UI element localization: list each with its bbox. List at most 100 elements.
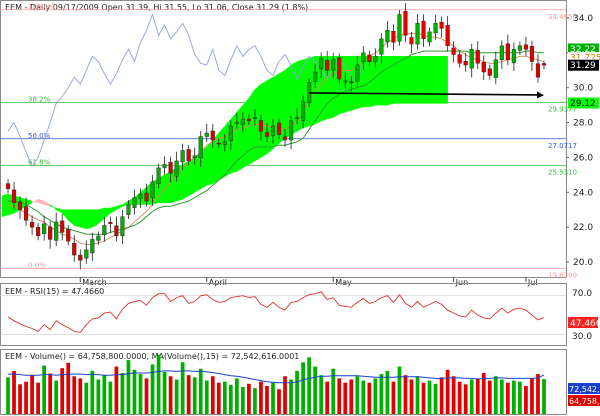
candle-down [481,62,486,73]
candle-down [523,44,528,50]
volume-bar-up [96,379,101,414]
candle-down [258,120,264,132]
volume-bar-up [126,360,131,414]
price-badge-bg [568,52,599,64]
fibonacci-levels: 100.0% 34.4650 38.2% 29.9377 50.0% 27.0717 61.… [0,3,577,280]
volume-bar-up [241,387,245,414]
cloud-bull-segment [206,139,214,186]
date-label: Jun [455,278,469,287]
volume-bar-down [265,385,269,414]
volume-bar-up [313,366,318,414]
cloud-bull-segment [260,80,268,158]
volume-ma-badge: 72,542,616 [569,385,600,394]
fib-percent-label: 0.0% [28,262,46,270]
volume-bar-down [186,375,191,414]
cloud-bull-segment [61,209,69,221]
volume-bar-up [499,379,504,414]
volume-bar-down [277,389,281,414]
volume-bar-up [319,375,324,414]
volume-bar-up [295,370,299,414]
cloud-bull-segment [381,56,388,106]
candle-up [102,225,107,236]
volume-bar-up [6,377,10,414]
cloud-bull-segment [55,207,63,214]
candle-down [48,226,53,240]
rsi-badge-bg [568,317,598,328]
cloud-bull-segment [387,56,394,106]
volume-bar-up [397,366,402,414]
cloud-bull-segment [435,56,442,104]
volume-bar-down [403,375,408,414]
cloud-bull-segment [363,56,370,108]
volume-bar-up [271,382,275,414]
volume-label: EEM - Volume() = 64,758,800.0000, MA(Vol… [5,352,299,361]
date-label: March [82,278,106,287]
candle-down [60,220,65,233]
volume-ma-line [8,370,545,384]
candle-down [168,162,173,174]
price-badge-bg [568,97,599,109]
volume-bar-down [60,368,65,414]
volume-bar-down [367,382,372,414]
candle-down [505,43,510,60]
candle-down [210,130,215,141]
fib-value-label: 27.0717 [548,142,577,150]
rsi-line [0,291,566,335]
volume-badge-bg [568,395,600,406]
candle-down [337,57,342,80]
candle-down [325,59,330,71]
volume-bar-up [162,371,167,414]
volume-bars [6,354,546,414]
candle-up [204,132,209,137]
volume-bar-up [385,370,390,414]
volume-bar-down [30,375,34,414]
candle-down [24,206,29,221]
candle-down [108,222,113,224]
rsi-badge: 47.4660 [570,319,600,329]
volume-bar-down [349,379,354,414]
cloud-bull-segment [67,209,75,226]
candle-down [439,21,444,29]
candle-down [78,254,83,261]
volume-bar-up [204,380,209,414]
candle-up [138,193,143,199]
candle-up [355,64,360,82]
fib-percent-label: 38.2% [28,96,51,104]
volume-bar-down [445,369,450,414]
candle-up [469,49,474,69]
volume-bar-up [174,379,179,414]
volume-bar-up [493,376,498,414]
date-axis: March April May Jun Jul [79,277,538,287]
volume-bar-down [421,382,426,414]
volume-bar-up [192,377,197,414]
candle-down [541,63,547,66]
cloud-bull-segment [399,56,406,104]
volume-bar-down [210,376,215,414]
fib-value-label: 29.9377 [548,106,577,114]
candle-down [114,225,119,237]
volume-bar-up [542,379,546,414]
cloud-bull-segment [417,56,424,104]
candle-up [373,56,378,62]
volume-bar-down [481,373,486,414]
volume-bar-down [530,378,534,414]
price-badge-label: 29.12 [570,99,596,109]
candle-up [313,71,318,82]
candle-up [415,22,420,45]
cloud-bear-segment [31,198,39,204]
volume-bar-down [216,382,221,414]
candle-up [162,164,167,169]
price-tick-label: 24.0 [573,188,593,198]
price-tick-label: 28.0 [573,119,593,129]
candle-up [343,80,348,83]
candle-up [319,57,324,70]
candle-up [126,204,131,215]
cloud-bull-segment [236,104,244,172]
candle-down [475,50,480,64]
volume-bar-up [90,370,95,414]
volume-bar-down [114,366,119,414]
volume-bar-up [433,383,438,414]
price-badge-bg [568,43,599,55]
